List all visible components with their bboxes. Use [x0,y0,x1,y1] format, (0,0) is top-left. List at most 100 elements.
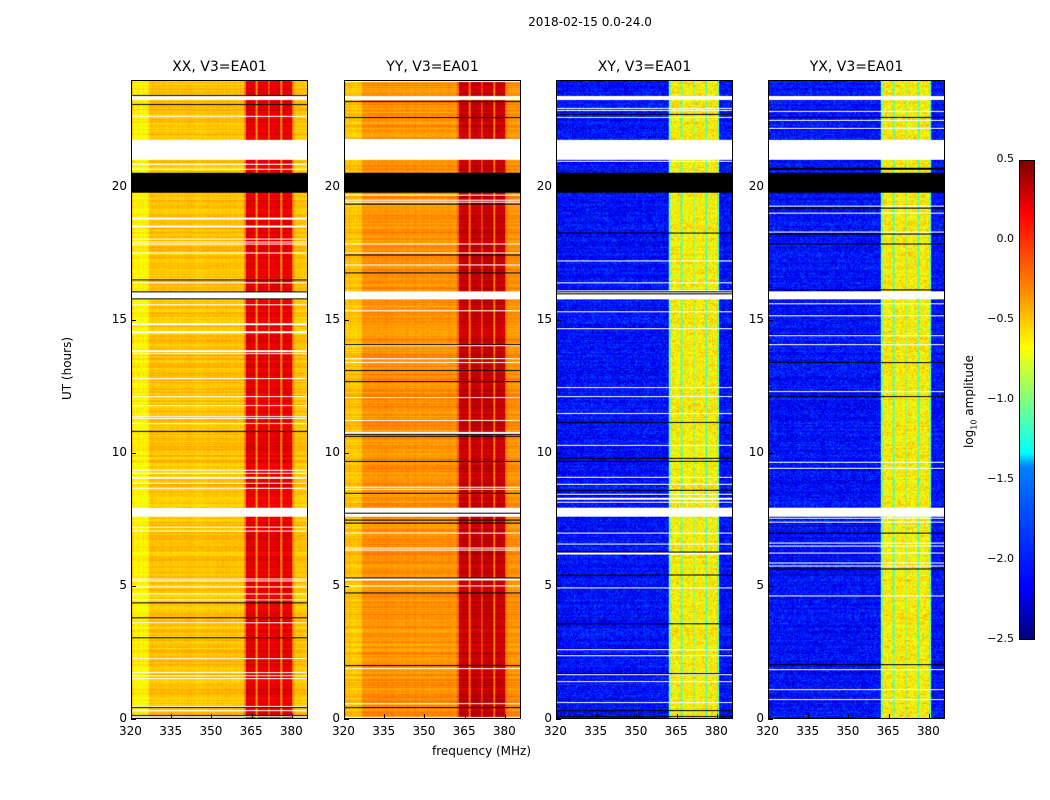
x-tick-label: 320 [119,724,142,738]
y-tick-label: 20 [111,178,127,193]
x-tick-mark [464,714,466,719]
panel-title: YY, V3=EA01 [386,59,479,75]
heatmap-canvas [345,81,520,718]
y-tick-label: 20 [748,178,764,193]
heatmap-canvas [557,81,732,718]
y-tick-label: 5 [332,577,340,592]
colorbar-label: log10 amplitude [962,355,979,448]
heatmap-canvas [132,81,307,718]
x-tick-label: 365 [239,724,263,738]
x-tick-mark [384,714,386,719]
x-tick-mark [676,714,678,719]
x-tick-mark [211,714,213,719]
x-tick-mark [556,714,557,719]
x-tick-mark [171,714,173,719]
x-tick-label: 320 [756,724,779,738]
x-tick-mark [636,714,638,719]
y-tick-label: 15 [111,311,127,326]
y-tick-label: 10 [111,444,127,459]
colorbar-tick-label: −2.0 [987,552,1014,565]
x-axis-label: frequency (MHz) [432,744,532,758]
x-tick-label: 335 [796,724,820,738]
y-tick-label: 15 [324,311,340,326]
x-tick-mark [768,714,769,719]
y-tick-mark [768,585,773,587]
colorbar-tick-label: −0.5 [987,312,1014,325]
x-tick-label: 380 [492,724,516,738]
y-tick-mark [131,719,136,720]
colorbar-tick-label: 0.0 [996,232,1015,245]
y-tick-mark [344,452,349,454]
x-tick-label: 365 [664,724,688,738]
colorbar-tick-label: −2.5 [987,632,1014,645]
heatmap-canvas [769,81,944,718]
x-tick-label: 380 [279,724,303,738]
y-tick-mark [131,319,136,321]
y-tick-mark [556,319,561,321]
y-tick-label: 20 [536,178,552,193]
x-tick-label: 335 [372,724,396,738]
y-tick-label: 10 [536,444,552,459]
y-tick-mark [131,452,136,454]
heatmap-panel-yy [344,80,521,719]
figure-title: 2018-02-15 0.0-24.0 [528,15,652,29]
x-tick-label: 365 [876,724,900,738]
panel-title: YX, V3=EA01 [809,59,904,75]
y-tick-mark [556,186,561,188]
x-tick-mark [251,714,253,719]
y-tick-mark [768,319,773,321]
y-tick-label: 0 [119,711,127,725]
x-tick-mark [291,714,293,719]
x-tick-mark [928,714,930,719]
x-tick-mark [344,714,345,719]
panel-title: XX, V3=EA01 [172,59,267,75]
x-tick-mark [716,714,718,719]
y-tick-mark [344,319,349,321]
y-tick-mark [768,186,773,188]
panel-title: XY, V3=EA01 [597,59,692,75]
x-tick-mark [888,714,890,719]
y-tick-mark [344,186,349,188]
heatmap-panel-yx [768,80,945,719]
heatmap-panel-xy [556,80,733,719]
colorbar-tick-label: −1.5 [987,472,1014,485]
y-tick-mark [556,452,561,454]
colorbar-tick-label: −1.0 [987,392,1014,405]
y-tick-label: 15 [536,311,552,326]
x-tick-label: 335 [584,724,608,738]
y-tick-label: 5 [756,577,764,592]
x-tick-mark [596,714,598,719]
x-tick-label: 350 [836,724,860,738]
y-tick-label: 20 [324,178,340,193]
x-tick-label: 380 [916,724,940,738]
colorbar-tick-label: 0.5 [996,152,1015,165]
x-tick-label: 365 [452,724,476,738]
y-tick-mark [131,585,136,587]
x-tick-label: 335 [159,724,183,738]
x-tick-mark [504,714,506,719]
y-tick-mark [768,719,773,720]
x-tick-mark [424,714,426,719]
y-tick-mark [556,719,561,720]
x-tick-mark [131,714,132,719]
y-tick-mark [344,719,349,720]
y-axis-label: UT (hours) [60,336,74,400]
y-tick-mark [556,585,561,587]
x-tick-mark [808,714,810,719]
y-tick-label: 5 [544,577,552,592]
x-tick-label: 320 [332,724,355,738]
y-tick-label: 0 [332,711,340,725]
y-tick-label: 0 [544,711,552,725]
x-tick-label: 350 [199,724,223,738]
y-tick-label: 10 [748,444,764,459]
colorbar [1019,160,1035,640]
y-tick-mark [131,186,136,188]
y-tick-label: 0 [756,711,764,725]
x-tick-label: 350 [412,724,436,738]
x-tick-label: 380 [704,724,728,738]
y-tick-label: 10 [324,444,340,459]
y-tick-label: 15 [748,311,764,326]
heatmap-panel-xx [131,80,308,719]
y-tick-label: 5 [119,577,127,592]
